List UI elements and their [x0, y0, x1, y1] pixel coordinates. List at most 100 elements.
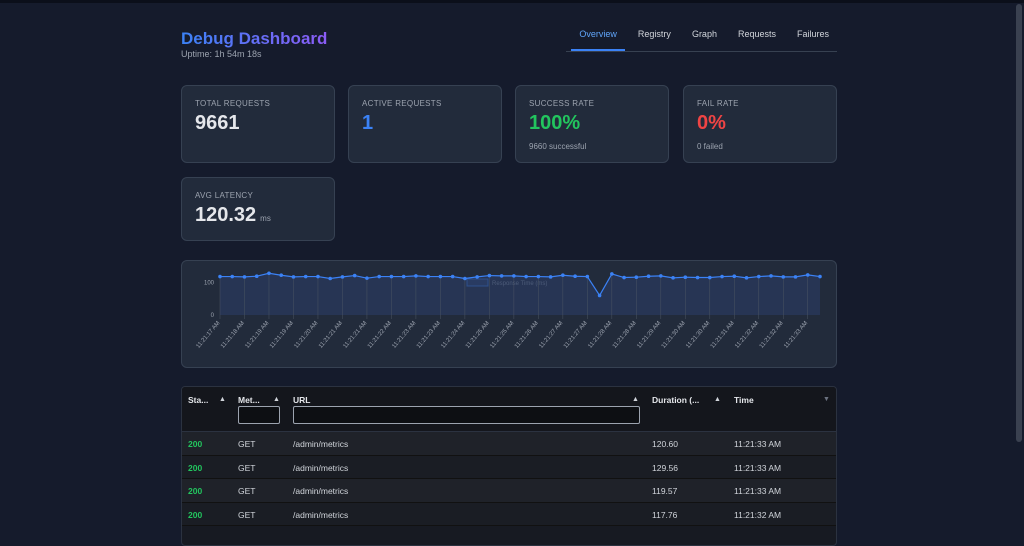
data-point — [377, 274, 381, 279]
data-point — [389, 274, 394, 279]
x-tick-label: 11:21:18 AM — [220, 320, 246, 349]
data-point — [316, 274, 320, 279]
sort-icon[interactable]: ▲ — [219, 396, 226, 403]
x-tick-label: 11:21:21 AM — [318, 320, 344, 349]
cell: 11:21:33 AM — [734, 486, 782, 496]
data-point — [230, 274, 235, 279]
sort-icon[interactable]: ▲ — [714, 396, 721, 403]
data-point — [646, 274, 651, 279]
x-tick-label: 11:21:22 AM — [367, 320, 393, 349]
cell: 200 — [188, 462, 203, 473]
card-value: 1 — [362, 112, 374, 134]
x-tick-label: 11:21:28 AM — [587, 320, 613, 349]
data-point — [573, 274, 577, 279]
x-tick-label: 11:21:20 AM — [294, 320, 320, 349]
data-point — [781, 275, 786, 279]
x-tick-label: 11:21:33 AM — [783, 320, 809, 349]
table-row[interactable]: 200 GET/admin/metrics 129.56 11:21:33 AM — [182, 455, 836, 479]
sort-icon[interactable]: ▼ — [823, 396, 830, 403]
x-tick-label: 11:21:19 AM — [245, 320, 271, 349]
data-point — [536, 274, 541, 279]
url-filter-input[interactable] — [293, 406, 640, 424]
cell: /admin/metrics — [293, 486, 349, 496]
card-value: 120.32 ms — [195, 204, 321, 227]
data-point — [769, 274, 773, 278]
tab-overview[interactable]: Overview — [571, 24, 625, 51]
data-point — [242, 275, 247, 279]
data-point — [548, 275, 553, 279]
data-point — [463, 276, 467, 281]
data-point — [793, 275, 798, 279]
cell: 11:21:32 AM — [734, 509, 782, 520]
cell: 120.60 — [652, 439, 678, 449]
cell: 200 — [188, 509, 203, 520]
x-tick-label: 11:21:30 AM — [685, 320, 711, 349]
col-time[interactable]: Time — [734, 395, 754, 405]
data-point — [707, 275, 712, 280]
cell: /admin/metrics — [293, 439, 349, 449]
cell: 119.57 — [652, 486, 678, 496]
table-body: 200 GET/admin/metrics 120.60 11:21:33 AM 200… — [182, 432, 836, 526]
page-title: Debug Dashboard — [181, 29, 328, 48]
x-tick-label: 11:21:30 AM — [661, 320, 687, 349]
data-point — [695, 275, 700, 280]
data-point — [328, 276, 333, 281]
tab-graph[interactable]: Graph — [691, 29, 717, 39]
data-point — [818, 274, 822, 279]
data-point — [585, 274, 590, 279]
x-tick-label: 11:21:26 AM — [514, 320, 540, 349]
table-row[interactable]: 200 GET/admin/metrics 117.76 11:21:32 AM — [182, 502, 836, 526]
data-point — [732, 274, 737, 279]
tab-bar: Overview Registry Graph Requests Failure… — [566, 24, 837, 52]
col-status[interactable]: Sta... — [188, 395, 209, 405]
success-rate-card: SUCCESS RATE 100% 9660 successful — [515, 85, 669, 163]
col-url[interactable]: URL — [293, 395, 311, 405]
card-value: 9661 — [195, 112, 240, 134]
tab-failures[interactable]: Failures — [796, 29, 829, 39]
method-filter-input[interactable] — [238, 406, 280, 424]
col-method[interactable]: Met... — [238, 395, 260, 405]
sort-icon[interactable]: ▲ — [273, 396, 280, 403]
fail-rate-card: FAIL RATE 0% 0 failed — [683, 85, 837, 163]
data-point — [291, 275, 296, 279]
card-sub: 0 failed — [697, 142, 723, 151]
x-tick-label: 11:21:19 AM — [269, 320, 295, 349]
table-row[interactable]: 200 GET/admin/metrics 119.57 11:21:33 AM — [182, 479, 836, 503]
total-requests-card: TOTAL REQUESTS 9661 — [181, 85, 335, 163]
data-point — [634, 275, 639, 279]
data-point — [622, 275, 626, 280]
avg-latency-card: AVG LATENCY 120.32 ms — [181, 177, 335, 241]
tab-registry[interactable]: Registry — [637, 29, 671, 39]
data-point — [744, 276, 749, 280]
x-tick-label: 11:21:28 AM — [612, 320, 638, 349]
data-point — [340, 275, 345, 279]
data-point — [401, 274, 406, 279]
data-point — [561, 273, 565, 278]
data-point — [659, 274, 663, 278]
x-tick-label: 11:21:32 AM — [734, 320, 760, 349]
data-point — [438, 274, 443, 279]
card-label: ACTIVE REQUESTS — [362, 99, 442, 108]
cell: 129.56 — [652, 462, 678, 473]
data-point — [683, 275, 688, 279]
card-label: FAIL RATE — [697, 99, 739, 108]
data-point — [426, 274, 430, 279]
cell: GET — [238, 486, 256, 496]
col-duration[interactable]: Duration (... — [652, 395, 700, 405]
tab-requests[interactable]: Requests — [737, 29, 776, 39]
series-area — [220, 273, 820, 315]
series-line — [220, 272, 821, 297]
cell: GET — [238, 462, 256, 473]
cell: GET — [238, 509, 256, 520]
data-point — [597, 293, 602, 298]
card-value: 0% — [697, 112, 726, 134]
data-point — [267, 271, 271, 276]
cell: /admin/metrics — [293, 509, 349, 520]
card-label: SUCCESS RATE — [529, 99, 595, 108]
page-scrollbar[interactable] — [1016, 4, 1022, 442]
table-row[interactable]: 200 GET/admin/metrics 120.60 11:21:33 AM — [182, 432, 836, 456]
cell: 117.76 — [652, 509, 678, 520]
sort-icon[interactable]: ▲ — [632, 396, 639, 403]
